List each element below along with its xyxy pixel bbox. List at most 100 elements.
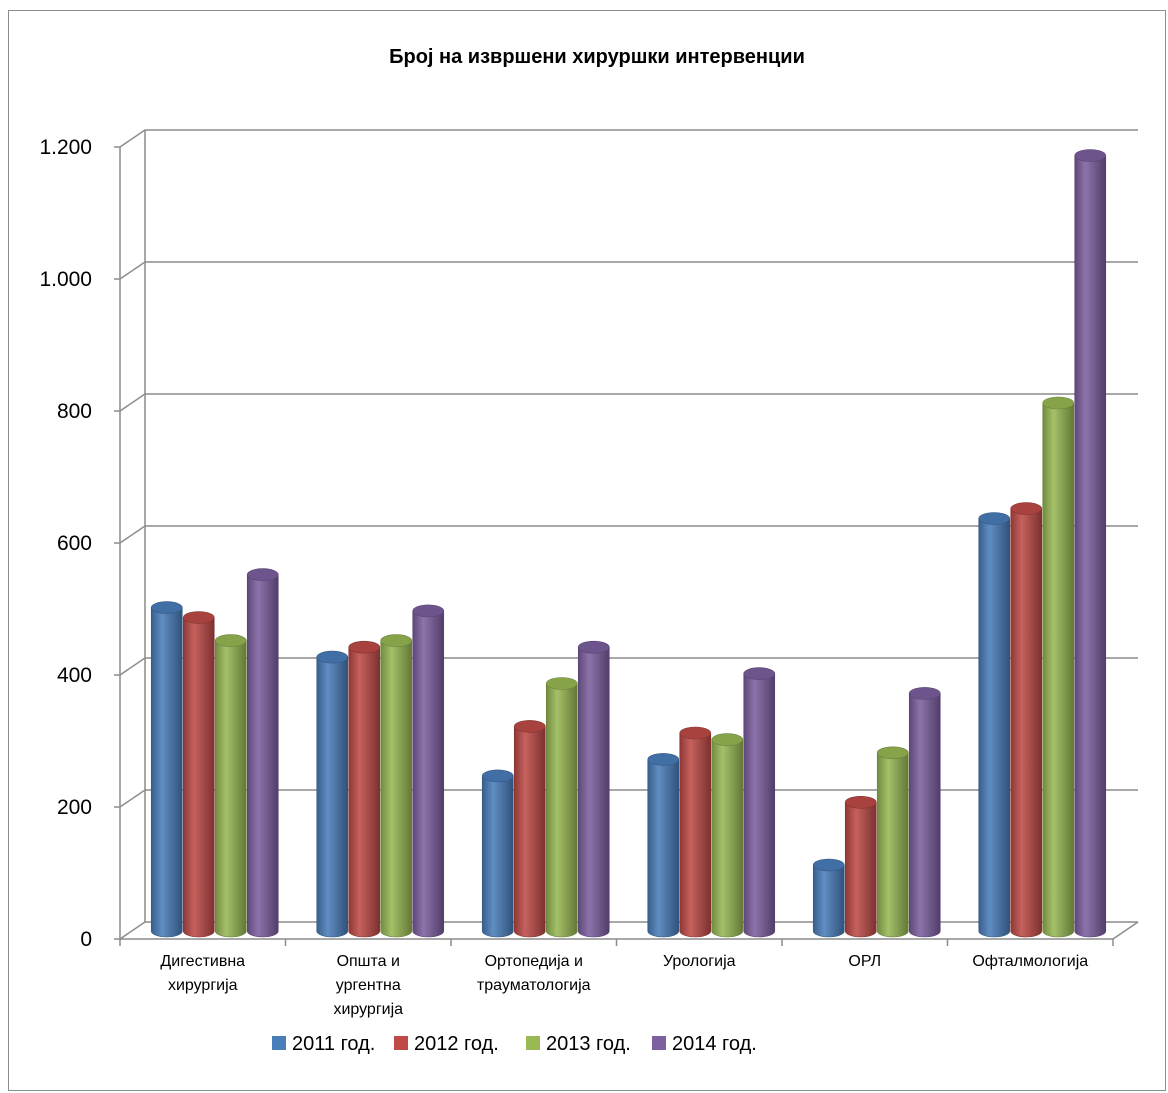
bar [1010, 502, 1043, 938]
bar [214, 634, 247, 938]
bar-body [577, 646, 610, 938]
bar-top [743, 667, 776, 680]
bar-body [214, 640, 247, 938]
bar-top [182, 611, 215, 624]
legend-label: 2014 год. [672, 1033, 757, 1055]
bar [844, 795, 877, 938]
x-tick-label: хирургија [333, 1001, 403, 1018]
bar [316, 650, 349, 938]
gridline [114, 525, 1138, 544]
bar [246, 568, 279, 938]
x-tick-label: Ортопедија и [485, 953, 583, 970]
bar-body [348, 646, 381, 938]
x-tick-label: Офталмологија [972, 953, 1088, 970]
bar [481, 769, 514, 938]
bar [978, 512, 1011, 938]
bar-top [844, 795, 877, 809]
gridline [114, 657, 1138, 676]
x-tick-label: Општа и [337, 953, 400, 970]
bar-top [1010, 502, 1043, 515]
legend-swatch [526, 1036, 540, 1050]
bar-body [150, 607, 183, 938]
x-tick-label: ОРЛ [848, 953, 881, 970]
legend-label: 2013 год. [546, 1033, 631, 1055]
floor-edge [1112, 921, 1139, 940]
bar [711, 733, 744, 938]
bar-body [679, 732, 712, 938]
legend-swatch [394, 1036, 408, 1050]
x-tick-label: Урологија [663, 953, 736, 970]
bar [1042, 396, 1075, 938]
bar [743, 667, 776, 938]
bar [513, 720, 546, 938]
chart-title: Број на извршени хируршки интервенции [389, 46, 805, 68]
gridline [114, 393, 1138, 412]
bar-top [812, 858, 845, 872]
bar-body [812, 864, 845, 938]
bar-top [246, 568, 279, 581]
bar-body [246, 574, 279, 938]
bar-body [481, 775, 514, 938]
bar [647, 753, 680, 938]
bar-body [1042, 402, 1075, 938]
bar [577, 640, 610, 938]
bar-body [978, 518, 1011, 938]
bar-body [844, 802, 877, 938]
y-tick-label: 0 [80, 928, 92, 951]
bar [1074, 149, 1107, 938]
bar-body [876, 752, 909, 938]
bar-body [182, 617, 215, 938]
bar-top [513, 720, 546, 733]
x-tick-label: хирургија [168, 977, 238, 994]
bar-top [214, 634, 247, 647]
y-tick-label: 1.000 [39, 268, 92, 291]
bar [150, 601, 183, 938]
legend-label: 2012 год. [414, 1033, 499, 1055]
bar-top [545, 677, 578, 690]
gridline [114, 789, 1138, 808]
bar-top [1074, 149, 1107, 162]
bar-body [743, 673, 776, 938]
bar-top [380, 634, 413, 647]
bar-body [545, 683, 578, 938]
bar-top [316, 650, 349, 664]
bar-body [711, 739, 744, 938]
gridlines [114, 129, 1138, 940]
y-tick-label: 800 [57, 400, 92, 423]
gridline [114, 921, 1138, 940]
bar-body [647, 759, 680, 938]
bar [545, 677, 578, 938]
y-tick-label: 200 [57, 796, 92, 819]
bar-top [481, 769, 514, 783]
x-axis-ticks: Дигестивна хирургија Општа и ургентна хирург… [119, 939, 1114, 1018]
legend-swatch [652, 1036, 666, 1050]
bars [150, 149, 1107, 938]
legend-swatch [272, 1036, 286, 1050]
bar-body [513, 726, 546, 938]
bar-body [412, 610, 445, 938]
bar-top [150, 601, 183, 614]
y-tick-label: 400 [57, 664, 92, 687]
bar-body [1074, 155, 1107, 938]
bar-top [1042, 396, 1075, 410]
bar [908, 687, 941, 938]
bar-body [908, 693, 941, 938]
bar [679, 726, 712, 938]
bar [380, 634, 413, 938]
gridline [114, 261, 1138, 280]
bar-top [412, 604, 445, 618]
bar-top [348, 640, 381, 654]
x-tick-label: трауматологија [477, 977, 591, 994]
x-tick-label: Дигестивна [160, 953, 245, 970]
bar-top [679, 726, 712, 740]
bar-top [978, 512, 1011, 525]
bar-body [1010, 508, 1043, 938]
y-tick-label: 600 [57, 532, 92, 555]
bar-top [711, 733, 744, 746]
bar [348, 640, 381, 938]
bar [182, 611, 215, 938]
x-tick-label: ургентна [336, 977, 401, 994]
legend-label: 2011 год. [292, 1033, 375, 1055]
bar [412, 604, 445, 938]
